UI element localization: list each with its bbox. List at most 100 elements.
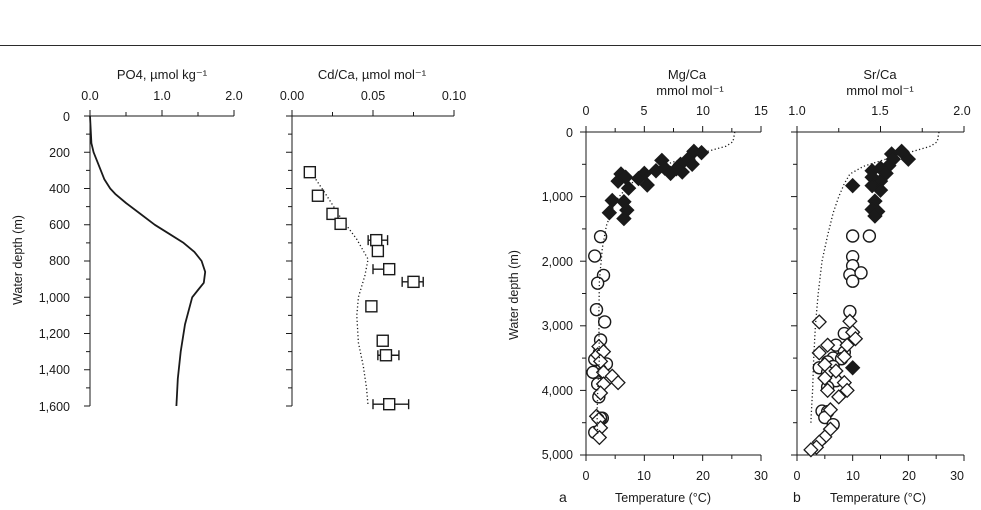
srca-filled-diamond-point	[867, 208, 883, 224]
po4-y-tick-label: 1,400	[39, 363, 70, 377]
cdca-top-tick-label: 0.10	[442, 89, 466, 103]
mgca-bottom-tick-label: 20	[696, 469, 710, 483]
srca-bottom-tick-labels: 0 10 20 30	[794, 469, 965, 483]
mgca-open-circle-point	[588, 249, 602, 263]
srca-open-diamond-point	[811, 314, 827, 330]
po4-title: PO4, µmol kg⁻¹	[117, 67, 208, 82]
srca-top-tick-label: 1.5	[871, 104, 888, 118]
srca-bottom-tick-label: 30	[950, 469, 964, 483]
po4-top-tick-label: 1.0	[153, 89, 170, 103]
srca-open-diamond-point	[831, 389, 847, 405]
po4-top-tick-label: 2.0	[225, 89, 242, 103]
po4-top-tick-labels: 0.0 1.0 2.0	[81, 89, 242, 103]
mgca-open-circle-point	[589, 302, 604, 317]
mgca-bottom-tick-label: 10	[637, 469, 651, 483]
po4-y-tick-labels: 0 200 400 600 800 1,000 1,200 1,400 1,60…	[39, 110, 70, 414]
mgca-bottom-tick-label: 0	[583, 469, 590, 483]
cdca-data-point	[376, 334, 389, 347]
mgca-filled-diamond-point	[604, 192, 620, 209]
cdca-dotted-profile	[309, 170, 369, 407]
po4-y-tick-label: 1,600	[39, 400, 70, 414]
mgca-open-circle-point	[590, 276, 605, 290]
mgca-top-tick-labels: 0 5 10 15	[583, 104, 768, 118]
srca-bottom-tick-label: 0	[794, 469, 801, 483]
cdca-marks	[303, 165, 424, 411]
panel-po4: PO4, µmol kg⁻¹ 0.0 1.0 2.0 0 200 400 600…	[11, 67, 243, 414]
mgca-y-tick-label: 0	[566, 126, 573, 140]
cdca-data-point	[326, 207, 339, 221]
panel-srca: Sr/Ca mmol mol⁻¹ 1.0 1.5 2.0 0 10 20 30 …	[788, 67, 970, 505]
mgca-title-line2: mmol mol⁻¹	[656, 83, 724, 98]
po4-profile-line	[89, 115, 207, 407]
cdca-data-point	[379, 349, 393, 362]
cdca-data-point	[303, 165, 317, 179]
panel-mgca: Mg/Ca mmol mol⁻¹ 0 5 10 15 0 1,000 2,000…	[507, 67, 768, 505]
mgca-axes	[580, 126, 762, 461]
mgca-filled-diamond-point	[630, 170, 647, 187]
cdca-top-tick-label: 0.00	[280, 89, 304, 103]
mgca-filled-diamond-point	[601, 205, 618, 221]
mgca-y-tick-label: 3,000	[542, 319, 573, 333]
mgca-top-tick-label: 0	[583, 104, 590, 118]
mgca-y-tick-label: 2,000	[542, 255, 573, 269]
cdca-data-point	[383, 262, 396, 276]
po4-marks	[89, 115, 207, 407]
srca-title-line1: Sr/Ca	[863, 67, 897, 82]
srca-title-line2: mmol mol⁻¹	[846, 83, 914, 98]
mgca-y-tick-label: 5,000	[542, 448, 573, 462]
mgca-open-circle-point	[597, 315, 612, 329]
po4-y-tick-label: 600	[49, 218, 70, 232]
mgca-open-diamond-point	[591, 429, 608, 446]
mgca-filled-diamond-point	[668, 161, 685, 177]
mgca-top-tick-label: 5	[641, 104, 648, 118]
srca-filled-diamond-point	[844, 177, 861, 194]
cdca-data-point	[371, 244, 385, 258]
po4-y-tick-label: 200	[49, 146, 70, 160]
mgca-open-circle-point	[593, 229, 608, 244]
mgca-title-line1: Mg/Ca	[668, 67, 707, 82]
mgca-bottom-tick-label: 30	[754, 469, 768, 483]
srca-bottom-tick-label: 10	[846, 469, 860, 483]
po4-y-tick-label: 400	[49, 182, 70, 196]
srca-open-diamond-point	[828, 363, 844, 379]
mgca-filled-diamond-point	[648, 163, 664, 179]
po4-y-axis-label: Water depth (m)	[11, 215, 25, 305]
mgca-y-tick-labels: 0 1,000 2,000 3,000 4,000 5,000	[542, 126, 573, 462]
cdca-data-point	[407, 275, 420, 289]
srca-open-diamond-point	[817, 370, 833, 386]
srca-open-diamond-point	[819, 337, 836, 353]
mgca-y-tick-label: 1,000	[542, 190, 573, 204]
po4-y-tick-label: 0	[63, 110, 70, 124]
srca-filled-diamond-point	[900, 151, 917, 167]
srca-filled-diamond-point	[844, 360, 861, 376]
cdca-data-point	[383, 397, 396, 411]
mgca-marks	[586, 131, 736, 446]
po4-y-tick-label: 1,200	[39, 327, 70, 341]
mgca-x-axis-label: Temperature (°C)	[615, 491, 711, 505]
srca-filled-diamond-point	[872, 182, 889, 198]
po4-axes	[84, 110, 235, 407]
srca-bottom-tick-label: 20	[902, 469, 916, 483]
mgca-panel-label: a	[559, 489, 567, 505]
cdca-top-tick-label: 0.05	[361, 89, 385, 103]
mgca-filled-diamond-point	[639, 177, 655, 193]
srca-x-axis-label: Temperature (°C)	[830, 491, 926, 505]
mgca-y-axis-label: Water depth (m)	[507, 250, 521, 340]
mgca-filled-diamond-point	[684, 156, 700, 173]
srca-open-diamond-point	[842, 313, 858, 329]
cdca-top-tick-labels: 0.00 0.05 0.10	[280, 89, 466, 103]
panel-cdca: Cd/Ca, µmol mol⁻¹ 0.00 0.05 0.10	[280, 67, 466, 411]
cdca-data-point	[311, 189, 325, 202]
srca-top-tick-labels: 1.0 1.5 2.0	[788, 104, 970, 118]
po4-y-tick-label: 800	[49, 254, 70, 268]
srca-open-circle-point	[862, 229, 877, 243]
srca-panel-label: b	[793, 489, 801, 505]
srca-open-circle-point	[845, 274, 860, 288]
srca-open-circle-point	[845, 229, 860, 243]
cdca-data-point	[370, 233, 383, 247]
srca-axes	[791, 126, 965, 461]
srca-top-tick-label: 1.0	[788, 104, 805, 118]
srca-open-diamond-point	[836, 349, 853, 365]
po4-y-tick-label: 1,000	[39, 291, 70, 305]
